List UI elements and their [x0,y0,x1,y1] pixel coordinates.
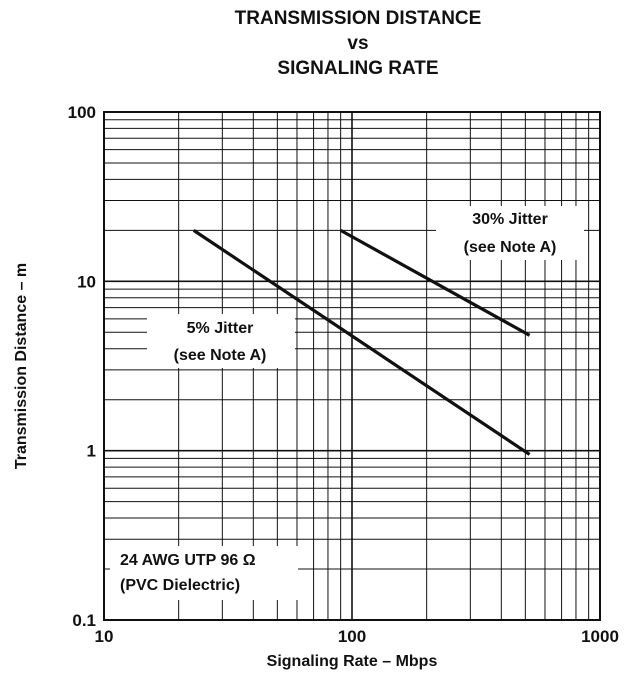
annotation-background [110,546,298,600]
annotation-line-2: (see Note A) [174,347,267,364]
y-tick-label: 1 [87,442,96,461]
series-line-5pct-jitter [192,229,531,456]
annotation-line-2: (PVC Dielectric) [120,577,240,594]
x-tick-label: 10 [95,627,114,646]
annotations: 5% Jitter (see Note A) 30% Jitter (see Note… [110,206,584,600]
annotation-line-1: 24 AWG UTP 96 Ω [120,552,256,569]
grid-lines [104,112,600,620]
chart-title-line-3: SIGNALING RATE [277,58,439,79]
annotation-5pct-jitter: 5% Jitter (see Note A) [147,314,295,368]
y-tick-label: 100 [68,103,96,122]
annotation-background [436,206,584,260]
y-tick-label: 10 [77,272,96,291]
series-line-30pct-jitter [339,228,531,337]
annotation-30pct-jitter: 30% Jitter (see Note A) [436,206,584,260]
tick-labels: 10 100 1000 0.1 1 10 100 [68,103,619,646]
x-axis-label: Signaling Rate – Mbps [267,653,438,670]
x-tick-label: 100 [338,627,366,646]
annotation-line-1: 30% Jitter [472,211,548,228]
chart-title-line-2: vs [347,33,369,54]
y-tick-label: 0.1 [72,611,96,630]
annotation-line-2: (see Note A) [464,239,557,256]
annotation-cable-type: 24 AWG UTP 96 Ω (PVC Dielectric) [110,546,298,600]
annotation-line-1: 5% Jitter [187,320,254,337]
plot-area-frame [103,111,601,621]
chart-title-line-1: TRANSMISSION DISTANCE [234,8,482,29]
x-tick-label: 1000 [581,627,619,646]
y-axis-label: Transmission Distance – m [13,263,30,469]
annotation-background [147,314,295,368]
series-lines [192,228,531,456]
